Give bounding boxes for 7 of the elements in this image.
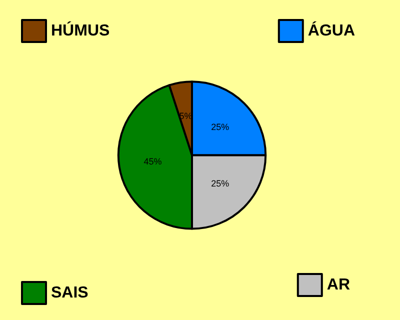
legend-label: SAIS bbox=[51, 284, 89, 302]
legend-label: AR bbox=[326, 276, 350, 294]
data-label: 25% bbox=[211, 178, 230, 188]
data-label: 45% bbox=[144, 156, 162, 166]
data-label: 25% bbox=[211, 122, 230, 132]
legend-label: HÚMUS bbox=[51, 20, 110, 40]
legend-label: ÁGUA bbox=[308, 20, 356, 40]
